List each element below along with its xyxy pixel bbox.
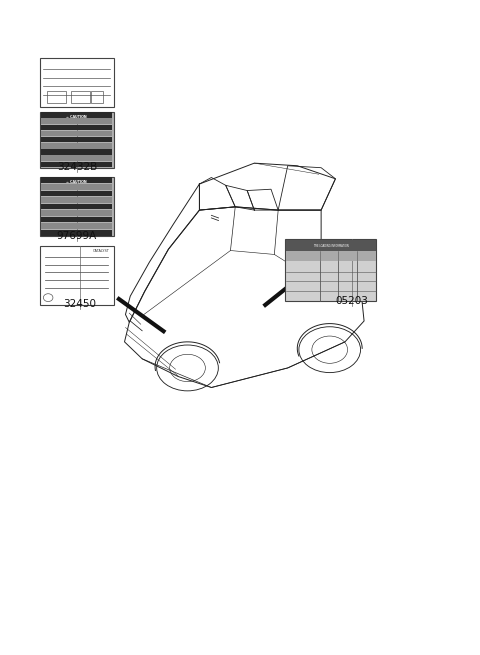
- Bar: [41, 124, 112, 130]
- Bar: [41, 119, 112, 124]
- Bar: [39, 58, 114, 107]
- Bar: [41, 143, 112, 149]
- Bar: [39, 246, 114, 305]
- Bar: [41, 204, 112, 210]
- Bar: [41, 223, 112, 229]
- Bar: [41, 197, 112, 203]
- Text: 05203: 05203: [336, 296, 369, 306]
- Bar: [71, 92, 90, 103]
- Bar: [41, 184, 112, 190]
- Bar: [285, 240, 376, 301]
- Bar: [47, 92, 66, 103]
- Text: 32432B: 32432B: [57, 162, 97, 172]
- Bar: [39, 178, 114, 236]
- Text: ⚠ CAUTION: ⚠ CAUTION: [66, 115, 87, 119]
- Bar: [41, 210, 112, 216]
- Bar: [91, 92, 103, 103]
- Text: 32450: 32450: [64, 299, 96, 309]
- Bar: [39, 112, 114, 168]
- Bar: [41, 217, 112, 223]
- Text: TIRE LOADING INFORMATION: TIRE LOADING INFORMATION: [313, 244, 348, 248]
- Bar: [41, 131, 112, 136]
- Bar: [41, 149, 112, 155]
- Text: CATALYST: CATALYST: [93, 249, 110, 253]
- Bar: [41, 191, 112, 196]
- Text: 97699A: 97699A: [57, 231, 97, 241]
- Bar: [41, 230, 112, 236]
- Bar: [41, 162, 112, 167]
- Bar: [41, 137, 112, 142]
- Bar: [41, 155, 112, 161]
- Bar: [41, 112, 112, 118]
- Text: ⚠ CAUTION: ⚠ CAUTION: [66, 180, 87, 184]
- Bar: [286, 240, 375, 252]
- Bar: [286, 252, 375, 261]
- Bar: [41, 178, 112, 183]
